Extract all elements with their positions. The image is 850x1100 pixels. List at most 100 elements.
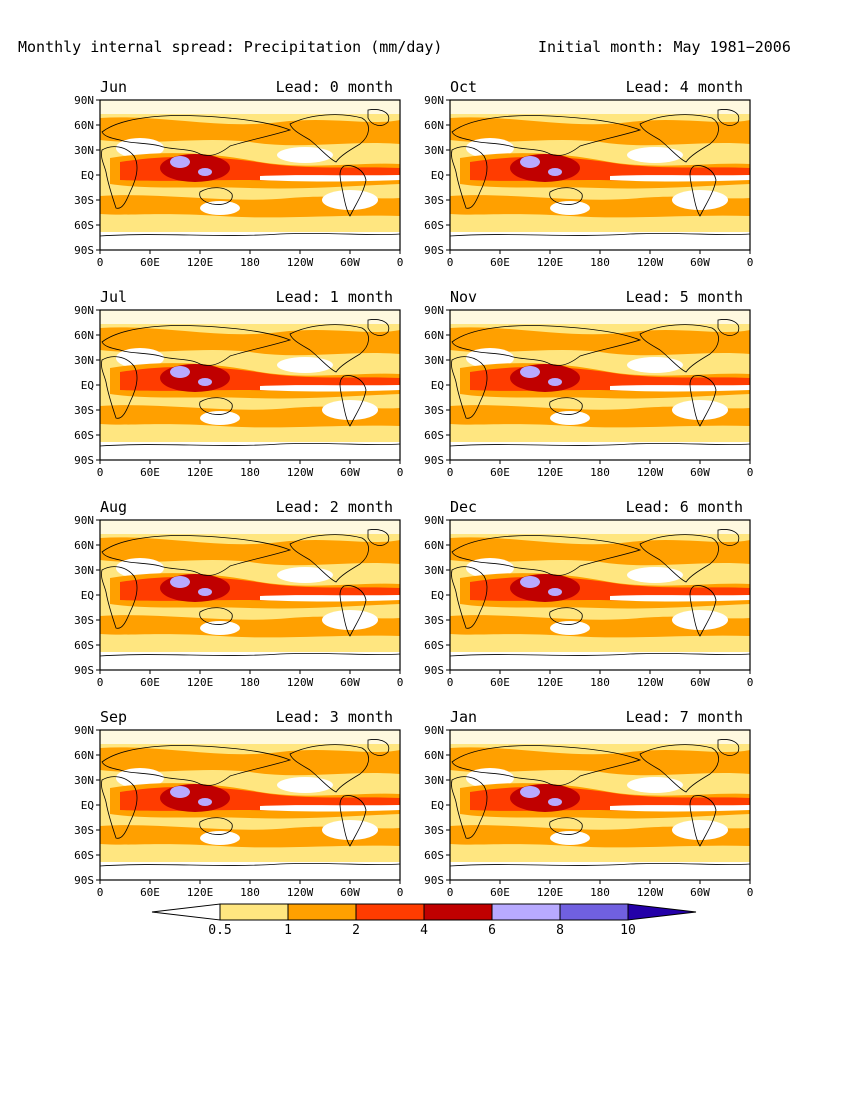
colorbar-bin bbox=[287, 903, 357, 921]
lat-tick-label: 30S bbox=[424, 194, 444, 207]
precip-spread-field bbox=[100, 730, 400, 880]
lon-tick-label: 0 bbox=[747, 676, 754, 689]
lon-tick-label: 180 bbox=[590, 256, 610, 269]
lat-tick-label: EQ bbox=[81, 799, 94, 812]
lon-tick-label: 180 bbox=[590, 466, 610, 479]
lon-tick-label: 60E bbox=[490, 466, 510, 479]
lat-tick-label: 90S bbox=[74, 874, 94, 887]
panel-month-label: Sep bbox=[100, 708, 127, 726]
lat-tick-label: 90S bbox=[424, 244, 444, 257]
lon-tick-label: 60E bbox=[490, 256, 510, 269]
lon-tick-label: 120W bbox=[637, 466, 664, 479]
lat-tick-label: 60S bbox=[74, 219, 94, 232]
lat-tick-label: 90S bbox=[74, 454, 94, 467]
lat-tick-label: 60N bbox=[74, 119, 94, 132]
colorbar-label: 4 bbox=[420, 923, 428, 938]
colorbar-label: 8 bbox=[556, 923, 564, 938]
panel-lead-label: Lead: 1 month bbox=[276, 288, 393, 306]
lat-tick-label: 30S bbox=[74, 824, 94, 837]
colorbar-label: 0.5 bbox=[208, 923, 231, 938]
colorbar-bin bbox=[423, 903, 493, 921]
panel-lead-label: Lead: 0 month bbox=[276, 78, 393, 96]
lat-tick-label: 30S bbox=[424, 404, 444, 417]
lat-tick-label: 30S bbox=[74, 404, 94, 417]
panel-month-label: Jun bbox=[100, 78, 127, 96]
panel-lead-label: Lead: 7 month bbox=[626, 708, 743, 726]
colorbar-bin bbox=[219, 903, 289, 921]
colorbar-bin bbox=[491, 903, 561, 921]
lon-tick-label: 60E bbox=[490, 676, 510, 689]
colorbar: 0.5 1 2 4 6 8 10 bbox=[151, 903, 697, 938]
lat-tick-label: 30N bbox=[424, 354, 444, 367]
lon-tick-label: 60W bbox=[340, 466, 360, 479]
lat-tick-label: 30N bbox=[424, 144, 444, 157]
panel-lead-label: Lead: 3 month bbox=[276, 708, 393, 726]
precip-spread-field bbox=[100, 100, 400, 250]
precip-spread-field bbox=[100, 520, 400, 670]
lat-tick-label: EQ bbox=[431, 169, 444, 182]
lat-tick-label: 60S bbox=[424, 639, 444, 652]
lon-tick-label: 60W bbox=[690, 256, 710, 269]
precip-spread-field bbox=[450, 310, 750, 460]
panel-lead-label: Lead: 2 month bbox=[276, 498, 393, 516]
lon-tick-label: 120W bbox=[287, 676, 314, 689]
lon-tick-label: 60W bbox=[340, 886, 360, 899]
lat-tick-label: 30S bbox=[424, 824, 444, 837]
lon-tick-label: 120E bbox=[187, 466, 214, 479]
lon-tick-label: 180 bbox=[240, 676, 260, 689]
precip-spread-field bbox=[450, 100, 750, 250]
colorbar-label: 10 bbox=[620, 923, 636, 938]
lon-tick-label: 0 bbox=[747, 256, 754, 269]
colorbar-bin bbox=[355, 903, 425, 921]
lat-tick-label: EQ bbox=[431, 379, 444, 392]
lat-tick-label: EQ bbox=[431, 799, 444, 812]
panel-month-label: Nov bbox=[450, 288, 477, 306]
lat-tick-label: EQ bbox=[81, 589, 94, 602]
figure-title: Monthly internal spread: Precipitation (… bbox=[18, 38, 442, 56]
panel-lead-label: Lead: 6 month bbox=[626, 498, 743, 516]
lon-tick-label: 0 bbox=[97, 466, 104, 479]
lat-tick-label: 60S bbox=[74, 849, 94, 862]
lat-tick-label: 60S bbox=[74, 429, 94, 442]
lon-tick-label: 120E bbox=[187, 676, 214, 689]
lat-tick-label: 30N bbox=[424, 774, 444, 787]
lat-tick-label: 30S bbox=[74, 194, 94, 207]
lat-tick-label: 60N bbox=[424, 119, 444, 132]
lat-tick-label: 90N bbox=[424, 514, 444, 527]
lon-tick-label: 60E bbox=[140, 886, 160, 899]
lon-tick-label: 0 bbox=[97, 256, 104, 269]
lon-tick-label: 0 bbox=[447, 256, 454, 269]
lon-tick-label: 180 bbox=[590, 886, 610, 899]
lon-tick-label: 120E bbox=[537, 466, 564, 479]
figure-subtitle: Initial month: May 1981−2006 bbox=[538, 38, 791, 56]
lat-tick-label: 90N bbox=[424, 304, 444, 317]
precip-spread-field bbox=[450, 520, 750, 670]
colorbar-high-triangle bbox=[627, 903, 697, 921]
panel-month-label: Jan bbox=[450, 708, 477, 726]
lon-tick-label: 180 bbox=[240, 256, 260, 269]
lon-tick-label: 0 bbox=[747, 886, 754, 899]
colorbar-label: 1 bbox=[284, 923, 292, 938]
lon-tick-label: 60W bbox=[690, 676, 710, 689]
lon-tick-label: 120W bbox=[287, 466, 314, 479]
colorbar-bin bbox=[559, 903, 629, 921]
panel-month-label: Aug bbox=[100, 498, 127, 516]
lat-tick-label: 60S bbox=[424, 849, 444, 862]
lon-tick-label: 0 bbox=[447, 466, 454, 479]
lon-tick-label: 0 bbox=[447, 886, 454, 899]
lon-tick-label: 0 bbox=[447, 676, 454, 689]
lat-tick-label: 30N bbox=[74, 774, 94, 787]
lat-tick-label: 90S bbox=[424, 454, 444, 467]
panel-month-label: Dec bbox=[450, 498, 477, 516]
lat-tick-label: 90N bbox=[74, 304, 94, 317]
lat-tick-label: 60N bbox=[424, 329, 444, 342]
lat-tick-label: 90N bbox=[74, 724, 94, 737]
lat-tick-label: 30N bbox=[74, 354, 94, 367]
lon-tick-label: 0 bbox=[397, 256, 404, 269]
lat-tick-label: 90S bbox=[74, 244, 94, 257]
